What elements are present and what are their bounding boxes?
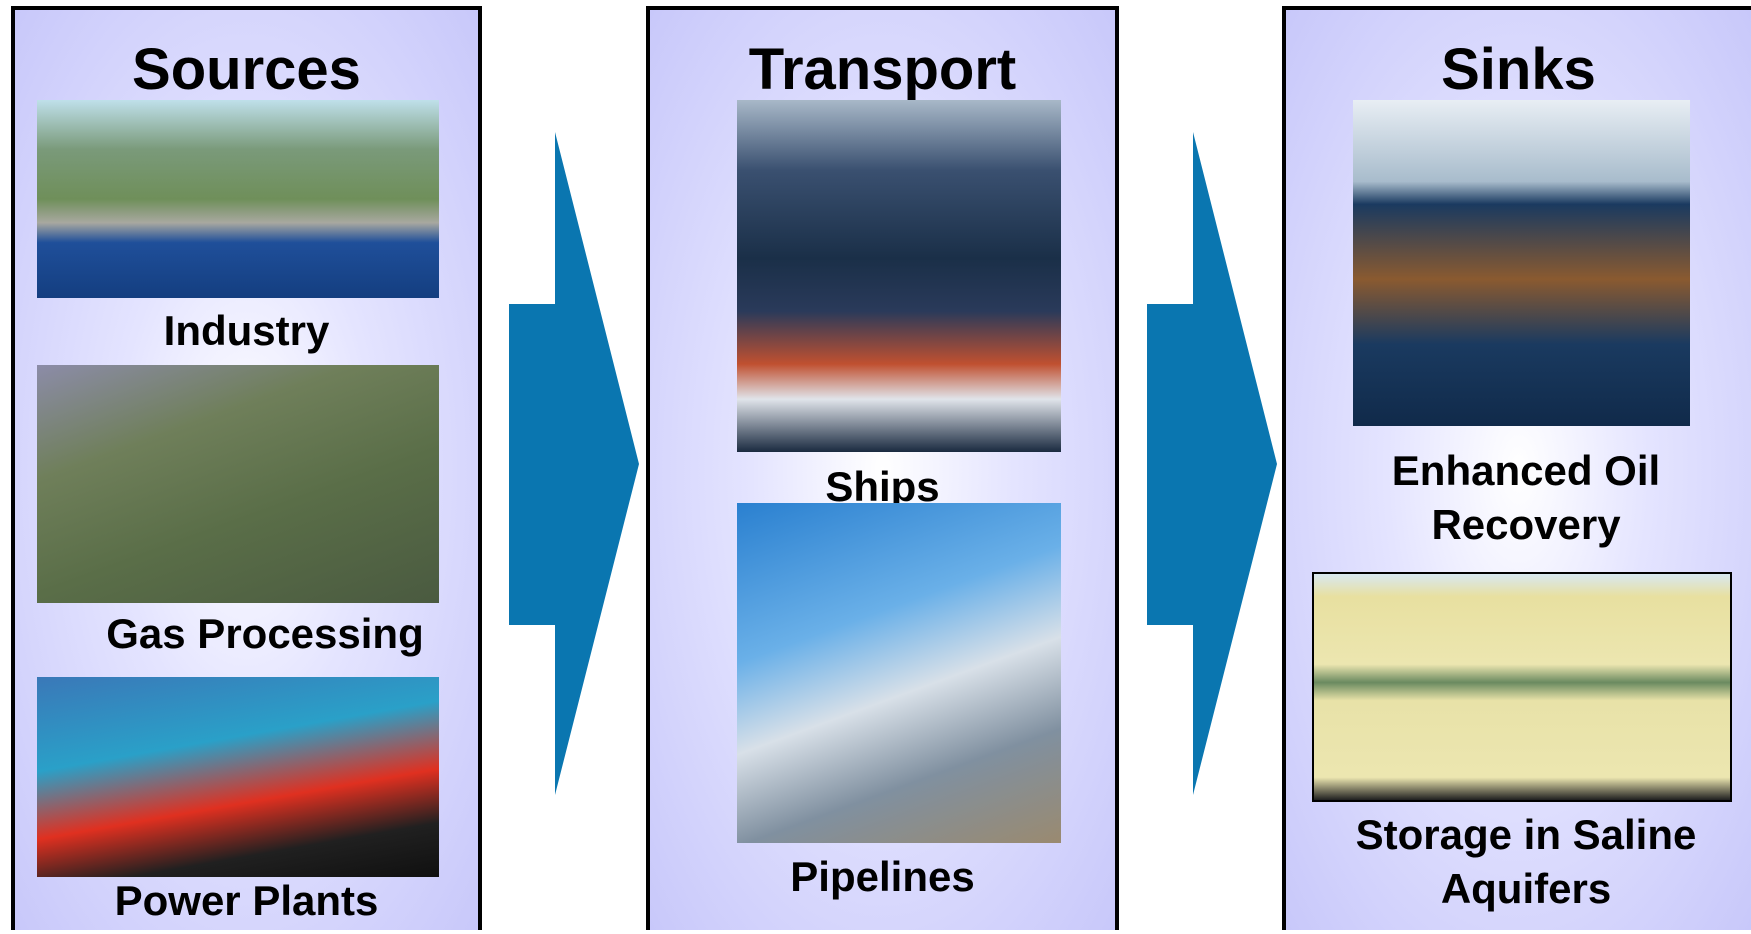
item-label: Ships <box>825 463 940 510</box>
panel-transport: Transport Ships Pipelines <box>646 6 1119 930</box>
item-label: Storage in Saline Aquifers <box>1355 811 1697 912</box>
item-label: Pipelines <box>790 853 975 900</box>
arrow <box>509 132 639 795</box>
saline-aquifer-image <box>1312 572 1732 802</box>
pipelines-image <box>737 503 1061 843</box>
panel-sinks: Sinks Enhanced Oil Recovery Storage in S… <box>1282 6 1751 930</box>
panel-title: Transport <box>748 37 1017 102</box>
item-label: Enhanced Oil Recovery <box>1391 447 1661 548</box>
gas-processing-image <box>37 365 439 603</box>
arrow <box>1147 132 1277 795</box>
industry-image <box>37 100 439 298</box>
item-label: Industry <box>163 307 330 354</box>
panel-sources: Sources Industry Gas Processing Power Pl… <box>11 6 482 930</box>
enhanced-oil-recovery-image <box>1353 100 1690 426</box>
item-label: Power Plants <box>114 877 379 924</box>
ships-image <box>737 100 1061 452</box>
item-label: Gas Processing <box>106 610 424 657</box>
panel-title: Sources <box>132 37 361 102</box>
power-plant-image <box>37 677 439 877</box>
panel-title: Sinks <box>1441 37 1596 102</box>
